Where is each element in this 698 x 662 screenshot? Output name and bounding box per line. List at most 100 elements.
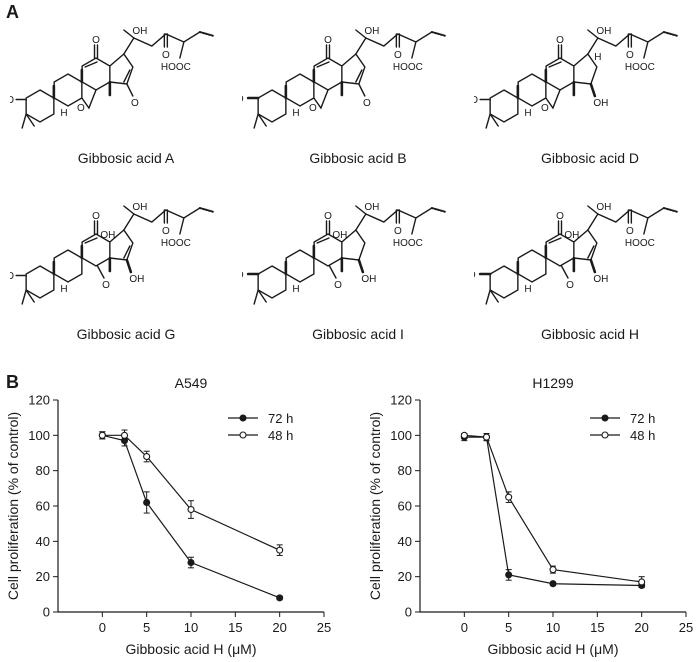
y-axis-label: Cell proliferation (% of control): [5, 412, 21, 600]
acid-group-label: HOOC: [625, 238, 655, 249]
data-point: [98, 431, 106, 439]
structure-drawing: OHHOOCOOHHOOO: [229, 26, 447, 129]
x-tick-label: 10: [184, 620, 198, 635]
oxo-side-chain-label: O: [394, 226, 402, 237]
compound-name: Gibbosic acid I: [312, 326, 404, 342]
y-tick-label: 20: [36, 569, 50, 584]
x-tick-label: 10: [546, 620, 560, 635]
side-chain-oh-label: OH: [132, 202, 147, 213]
oxo-7-label: O: [566, 280, 574, 291]
oxo-3-label: O: [10, 271, 14, 282]
chart-2: 0 20 40 60 80 100 120 0 5 10 15 20 25 H1299 Gibbosic a…: [367, 375, 693, 657]
data-point: [460, 431, 468, 439]
hydroxy-3-label: HO: [474, 270, 476, 281]
epoxide-o-label: O: [541, 103, 549, 114]
x-tick-label: 15: [228, 620, 242, 635]
oxo-side-chain-label: O: [626, 226, 634, 237]
x-axis-label: Gibbosic acid H (μM): [488, 641, 619, 657]
oxo-7-label: O: [334, 280, 342, 291]
y-tick-label: 100: [28, 428, 50, 443]
compound-name: Gibbosic acid G: [76, 326, 176, 342]
x-tick-label: 25: [679, 620, 693, 635]
side-chain-oh-label: OH: [364, 26, 379, 37]
oxo-3-label: O: [474, 95, 478, 106]
oxo-side-chain-label: O: [162, 50, 170, 61]
x-tick-label: 0: [99, 620, 106, 635]
structure-drawing: OHHOOCOOHHOOOHOH: [229, 202, 447, 305]
side-chain-oh-label: OH: [364, 202, 379, 213]
y-tick-label: 40: [36, 534, 50, 549]
data-point: [638, 578, 646, 586]
panel-b-label: B: [6, 372, 19, 392]
data-point: [505, 571, 513, 579]
x-tick-label: 5: [143, 620, 150, 635]
hydroxy-15-label: OH: [593, 274, 608, 285]
oxo-side-chain-label: O: [394, 50, 402, 61]
structure-5: OHHOOCOOHHOOOHOH: [229, 178, 474, 338]
compound-name: Gibbosic acid A: [77, 150, 175, 166]
structure-drawing: OHHOOCOOHHOOOHOH: [461, 202, 679, 305]
y-tick-label: 60: [398, 499, 412, 514]
legend-label: 48 h: [268, 428, 293, 443]
hydroxy-14-label: OH: [100, 230, 115, 241]
data-point: [143, 452, 151, 461]
h-17-label: H: [594, 52, 601, 63]
data-point: [505, 493, 513, 501]
y-axis-label: Cell proliferation (% of control): [367, 412, 383, 600]
data-point: [187, 558, 195, 567]
x-axis-label: Gibbosic acid H (μM): [126, 641, 257, 657]
panel-a-label: A: [6, 2, 19, 22]
data-point: [482, 433, 491, 441]
legend-marker: [239, 431, 247, 439]
legend-label: 72 h: [268, 411, 293, 426]
h-5-label: H: [292, 284, 299, 295]
y-tick-label: 100: [390, 428, 412, 443]
acid-group-label: HOOC: [393, 62, 423, 73]
structure-3: OH HOOC O O H O O OH H: [470, 2, 698, 162]
oxo-15-label: O: [363, 98, 371, 109]
data-point: [276, 594, 284, 602]
epoxide-o-label: O: [77, 103, 85, 114]
hydroxy-14-label: OH: [564, 230, 579, 241]
data-point: [187, 505, 195, 514]
compound-name: Gibbosic acid B: [309, 150, 407, 166]
data-point: [120, 431, 129, 439]
y-tick-label: 120: [390, 393, 412, 408]
y-tick-label: 20: [398, 569, 412, 584]
data-point: [143, 498, 151, 507]
chart-title: A549: [175, 375, 208, 391]
structure-4: OH HOOC O O H O O OH OH: [6, 178, 242, 338]
hydroxy-15-label: OH: [361, 274, 376, 285]
structure-2: OHHOOCOOHHOOO: [229, 2, 474, 162]
oxo-11-label: O: [92, 211, 100, 222]
x-tick-label: 0: [461, 620, 468, 635]
legend-label: 48 h: [630, 428, 655, 443]
oxo-11-label: O: [92, 35, 100, 46]
x-tick-label: 5: [505, 620, 512, 635]
epoxide-o-label: O: [309, 103, 317, 114]
charts-panel: 0 20 40 60 80 100 120 0 5 10 15 20 25 A549 Gibbosic ac…: [5, 375, 693, 657]
hydroxy-3-label: HO: [242, 270, 244, 281]
oxo-side-chain-label: O: [162, 226, 170, 237]
data-point: [549, 566, 557, 574]
y-tick-label: 80: [398, 463, 412, 478]
series-line: [464, 434, 642, 583]
oxo-11-label: O: [556, 35, 564, 46]
series-line: [464, 436, 642, 587]
chart-1: 0 20 40 60 80 100 120 0 5 10 15 20 25 A549 Gibbosic ac…: [5, 375, 331, 657]
acid-group-label: HOOC: [625, 62, 655, 73]
oxo-11-label: O: [556, 211, 564, 222]
hydroxy-15-label: OH: [129, 274, 144, 285]
legend-marker: [239, 414, 247, 422]
oxo-side-chain-label: O: [626, 50, 634, 61]
compound-name: Gibbosic acid H: [540, 326, 640, 342]
oxo-15-label: O: [131, 98, 139, 109]
legend-marker: [601, 431, 609, 439]
h-5-label: H: [524, 108, 531, 119]
x-tick-label: 15: [590, 620, 604, 635]
acid-group-label: HOOC: [161, 238, 191, 249]
compound-name: Gibbosic acid D: [540, 150, 640, 166]
